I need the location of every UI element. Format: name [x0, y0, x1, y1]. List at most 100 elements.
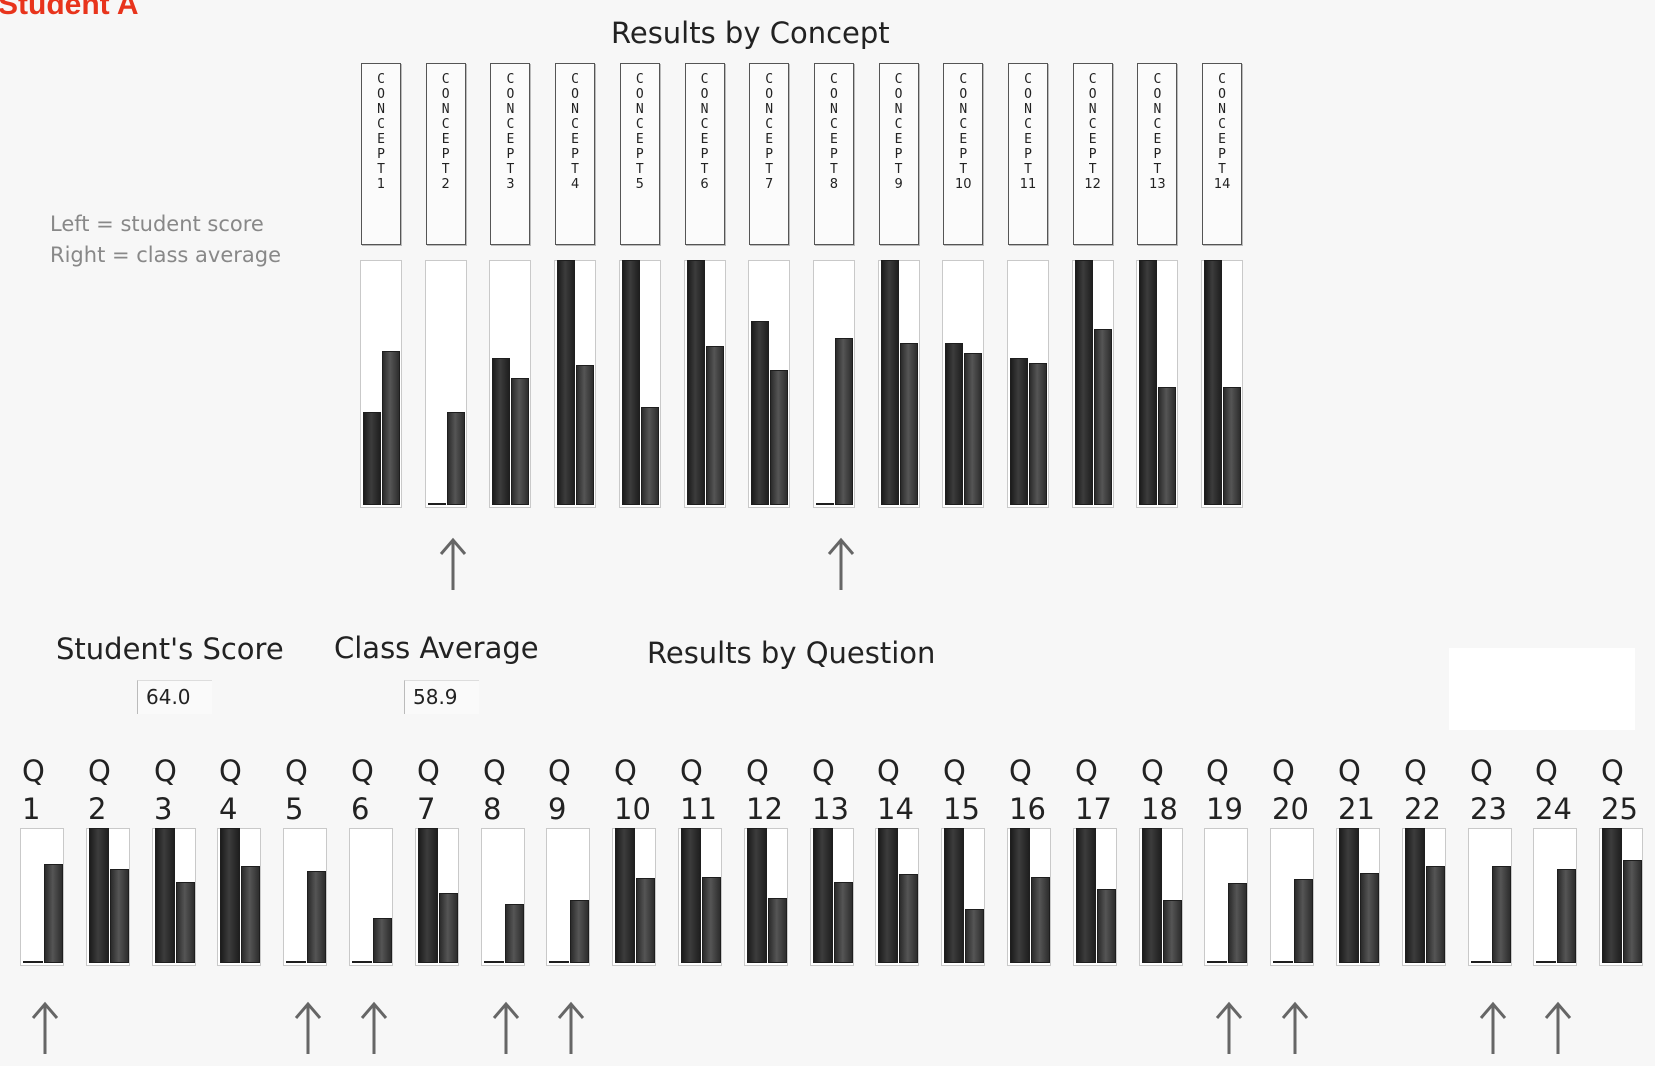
question-label-number: 18 — [1141, 792, 1178, 826]
concept-class-bar — [964, 353, 983, 505]
concept-label-number: 12 — [1084, 177, 1101, 192]
question-label-number: 13 — [812, 792, 849, 826]
concept-label-word: C O N C E P T — [700, 72, 709, 177]
question-class-bar — [505, 903, 524, 963]
question-student-bar — [1273, 961, 1293, 963]
concept-label-word: C O N C E P T — [1088, 72, 1097, 177]
concept-student-bar — [427, 503, 446, 505]
question-label-number: 3 — [154, 792, 173, 826]
concept-student-bar — [686, 260, 705, 505]
question-label-number: 1 — [22, 792, 41, 826]
question-class-bar — [1163, 899, 1182, 963]
question-student-bar — [220, 828, 240, 963]
question-class-bar — [570, 899, 589, 963]
concept-label-word: C O N C E P T — [635, 72, 644, 177]
question-student-bar — [1536, 961, 1556, 963]
question-student-bar — [1010, 828, 1030, 963]
question-student-bar — [1405, 828, 1425, 963]
concept-label-word: C O N C E P T — [1024, 72, 1032, 177]
question-class-bar — [110, 868, 129, 963]
question-class-bar — [1031, 876, 1050, 963]
concept-student-bar — [1139, 260, 1158, 505]
concept-class-bar — [1093, 328, 1112, 505]
concept-label-word: C O N C E P T — [829, 72, 838, 177]
question-label-number: 14 — [877, 792, 914, 826]
question-class-bar — [1492, 865, 1511, 963]
concept-class-bar — [1158, 387, 1177, 505]
question-label-number: 2 — [88, 792, 107, 826]
question-student-bar — [1142, 828, 1162, 963]
question-label-prefix: Q — [154, 754, 177, 788]
concept-student-bar — [1204, 260, 1223, 505]
question-class-bar — [768, 898, 787, 963]
question-label-prefix: Q — [1535, 754, 1558, 788]
question-label: Q 19 — [1206, 752, 1266, 828]
question-student-bar — [1207, 961, 1227, 963]
question-label-prefix: Q — [680, 754, 703, 788]
page-title: Student A — [0, 0, 139, 21]
question-label-number: 12 — [746, 792, 783, 826]
question-label-prefix: Q — [614, 754, 637, 788]
question-class-bar — [44, 864, 63, 963]
question-class-bar — [834, 882, 853, 963]
question-class-bar — [1557, 868, 1576, 963]
question-label: Q 15 — [943, 752, 1003, 828]
question-arrow-icon — [294, 1001, 322, 1054]
question-label-number: 5 — [285, 792, 304, 826]
question-class-bar — [1228, 883, 1247, 963]
concept-bar-frame — [424, 260, 467, 508]
concept-arrow-icon — [439, 537, 466, 590]
question-label-number: 21 — [1338, 792, 1375, 826]
question-label-prefix: Q — [1404, 754, 1427, 788]
question-label-number: 10 — [614, 792, 651, 826]
concept-label-word: C O N C E P T — [765, 72, 774, 177]
question-arrow-icon — [1215, 1001, 1243, 1054]
question-label-prefix: Q — [1470, 754, 1493, 788]
question-label: Q 17 — [1075, 752, 1135, 828]
question-label: Q 16 — [1009, 752, 1069, 828]
question-student-bar — [484, 961, 504, 963]
question-arrow-icon — [1281, 1001, 1309, 1054]
question-label-number: 24 — [1535, 792, 1572, 826]
question-label-number: 17 — [1075, 792, 1112, 826]
concept-label-number: 3 — [506, 177, 515, 192]
question-label-prefix: Q — [877, 754, 900, 788]
question-label: Q 14 — [877, 752, 937, 828]
question-label-number: 8 — [483, 792, 502, 826]
blank-panel — [1449, 648, 1635, 730]
question-label: Q 21 — [1338, 752, 1398, 828]
concept-label: C O N C E P T 13 — [1137, 63, 1178, 245]
question-label-prefix: Q — [1272, 754, 1295, 788]
question-label-prefix: Q — [943, 754, 966, 788]
question-label-prefix: Q — [285, 754, 308, 788]
question-class-bar — [702, 876, 721, 963]
concept-label-word: C O N C E P T — [441, 72, 450, 177]
class-average-value: 58.9 — [404, 680, 479, 714]
question-label: Q 20 — [1272, 752, 1332, 828]
question-label-prefix: Q — [812, 754, 835, 788]
concept-student-bar — [1074, 260, 1093, 505]
question-label-prefix: Q — [351, 754, 374, 788]
question-label: Q 11 — [680, 752, 740, 828]
concept-label-number: 8 — [829, 177, 839, 192]
question-student-bar — [352, 961, 372, 963]
concept-label-number: 4 — [570, 177, 580, 192]
concept-label-number: 2 — [441, 177, 450, 192]
question-class-bar — [1097, 888, 1116, 963]
concept-label-number: 1 — [376, 177, 386, 192]
legend-right-note: Right = class average — [50, 243, 282, 267]
class-average-label: Class Average — [334, 631, 539, 665]
question-label-number: 23 — [1470, 792, 1507, 826]
question-class-bar — [636, 877, 655, 963]
question-class-bar — [899, 873, 918, 963]
question-chart-title: Results by Question — [647, 636, 936, 670]
